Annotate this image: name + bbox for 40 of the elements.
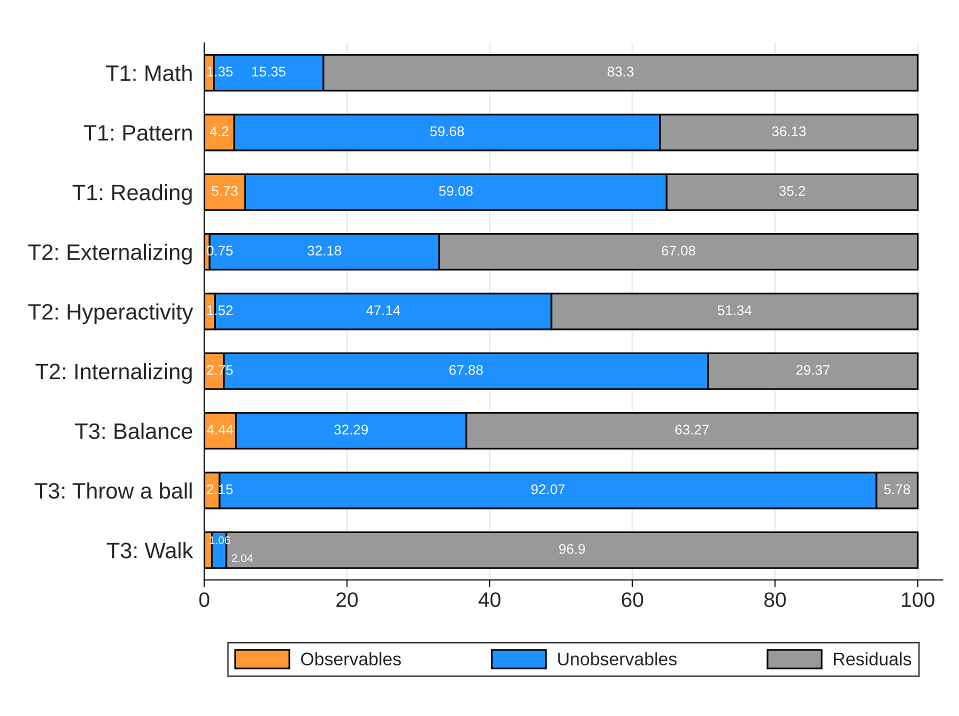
y-tick-label: T1: Math — [106, 64, 192, 82]
legend-label: Unobservables — [558, 652, 677, 666]
data-label: 59.68 — [430, 126, 464, 136]
data-label: 51.34 — [718, 305, 752, 316]
data-label: 67.08 — [662, 246, 696, 256]
data-label: 32.29 — [334, 424, 368, 435]
data-label: 4.2 — [210, 126, 228, 136]
x-tick-label: 20 — [336, 592, 358, 608]
legend-label: Residuals — [834, 652, 912, 666]
data-label: 47.14 — [366, 305, 400, 316]
data-label: 83.3 — [608, 66, 634, 77]
data-label: 96.9 — [559, 544, 585, 554]
y-tick-label: T3: Balance — [75, 422, 192, 440]
data-label: 63.27 — [675, 424, 709, 435]
data-label: 4.44 — [206, 424, 234, 434]
y-tick-label: T3: Walk — [106, 542, 194, 558]
data-label: 36.13 — [772, 126, 806, 136]
y-tick-label: T1: Pattern — [84, 125, 192, 141]
x-tick-label: 100 — [902, 592, 934, 608]
x-tick-label: 0 — [199, 592, 210, 608]
y-tick-label: T2: Internalizing — [36, 363, 192, 384]
data-label: 5.73 — [212, 186, 238, 196]
y-tick-label: T1: Reading — [72, 184, 192, 205]
x-tick-label: 80 — [764, 592, 786, 608]
x-tick-label: 40 — [478, 592, 500, 608]
data-label: 92.07 — [531, 484, 565, 494]
data-label: 5.78 — [884, 484, 910, 494]
data-label: 32.18 — [308, 246, 342, 256]
y-tick-label: T3: Throw a ball — [34, 482, 192, 499]
data-label: 15.35 — [252, 66, 286, 77]
data-label: 59.08 — [439, 186, 473, 196]
data-label: 2.04 — [232, 554, 253, 562]
data-label: 67.88 — [449, 365, 483, 375]
legend-label: Observables — [301, 652, 401, 666]
x-tick-label: 60 — [622, 592, 644, 608]
y-tick-label: T2: Externalizing — [28, 244, 192, 264]
data-label: 35.2 — [779, 186, 806, 196]
data-label: 29.37 — [796, 365, 830, 375]
data-label: 2.15 — [206, 484, 233, 494]
y-tick-label: T2: Hyperactivity — [28, 303, 194, 324]
